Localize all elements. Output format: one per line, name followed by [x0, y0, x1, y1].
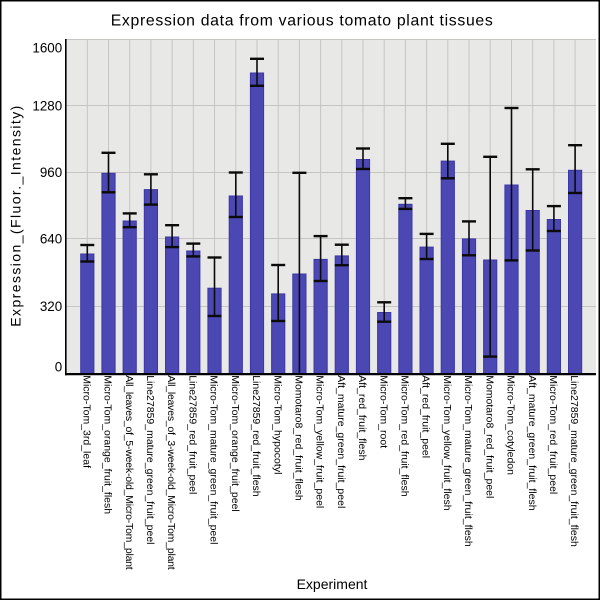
svg-text:Line27859_red_fruit_flesh: Line27859_red_fruit_flesh — [250, 375, 262, 497]
svg-text:Micro-Tom_mature_green_fruit_f: Micro-Tom_mature_green_fruit_flesh — [462, 375, 474, 547]
svg-text:Micro-Tom_hypocotyl: Micro-Tom_hypocotyl — [271, 375, 283, 474]
svg-text:Micro-Tom_red_fruit_peel: Micro-Tom_red_fruit_peel — [547, 375, 559, 494]
svg-text:Aft_red_fruit_flesh: Aft_red_fruit_flesh — [356, 375, 368, 460]
svg-text:Micro-Tom_yellow_fruit_peel: Micro-Tom_yellow_fruit_peel — [314, 375, 326, 508]
svg-text:Micro-Tom_mature_green_fruit_p: Micro-Tom_mature_green_fruit_peel — [208, 375, 220, 544]
svg-text:Momotaro8_red_fruit_flesh: Momotaro8_red_fruit_flesh — [293, 375, 305, 501]
svg-text:Expression_(Fluor._Intensity): Expression_(Fluor._Intensity) — [8, 104, 24, 326]
svg-text:0: 0 — [55, 359, 62, 374]
svg-text:Aft_red_fruit_peel: Aft_red_fruit_peel — [420, 375, 432, 458]
svg-text:All_leaves_of_5-week-old_Micro: All_leaves_of_5-week-old_Micro-Tom_plant — [123, 375, 135, 570]
svg-text:Micro-Tom_red_fruit_flesh: Micro-Tom_red_fruit_flesh — [399, 375, 411, 497]
svg-text:1280: 1280 — [32, 99, 62, 114]
svg-text:Micro-Tom_orange_fruit_peel: Micro-Tom_orange_fruit_peel — [229, 375, 241, 512]
svg-text:Micro-Tom_orange_fruit_flesh: Micro-Tom_orange_fruit_flesh — [102, 375, 114, 514]
svg-text:Micro-Tom_root: Micro-Tom_root — [377, 375, 389, 448]
svg-text:Micro-Tom_yellow_fruit_flesh: Micro-Tom_yellow_fruit_flesh — [441, 375, 453, 511]
svg-text:320: 320 — [40, 299, 62, 314]
svg-text:Aft_mature_green_fruit_flesh: Aft_mature_green_fruit_flesh — [526, 375, 538, 511]
svg-text:Momotaro8_red_fruit_peel: Momotaro8_red_fruit_peel — [483, 375, 495, 498]
svg-text:Micro-Tom_3rd_leaf: Micro-Tom_3rd_leaf — [80, 375, 92, 468]
svg-text:640: 640 — [40, 232, 62, 247]
svg-text:960: 960 — [40, 165, 62, 180]
svg-text:Line27859_red_fruit_peel: Line27859_red_fruit_peel — [186, 375, 198, 494]
svg-text:Aft_mature_green_fruit_peel: Aft_mature_green_fruit_peel — [335, 375, 347, 508]
svg-text:Experiment: Experiment — [297, 576, 368, 592]
svg-text:Micro-Tom_cotyledon: Micro-Tom_cotyledon — [505, 375, 517, 475]
svg-text:1600: 1600 — [32, 40, 62, 55]
svg-text:Expression data from various t: Expression data from various tomato plan… — [111, 13, 494, 30]
svg-text:Line27859_mature_green_fruit_f: Line27859_mature_green_fruit_flesh — [568, 375, 580, 547]
svg-text:All_leaves_of_3-week-old_Micro: All_leaves_of_3-week-old_Micro-Tom_plant — [165, 375, 177, 570]
svg-text:Line27859_mature_green_fruit_p: Line27859_mature_green_fruit_peel — [144, 375, 156, 544]
